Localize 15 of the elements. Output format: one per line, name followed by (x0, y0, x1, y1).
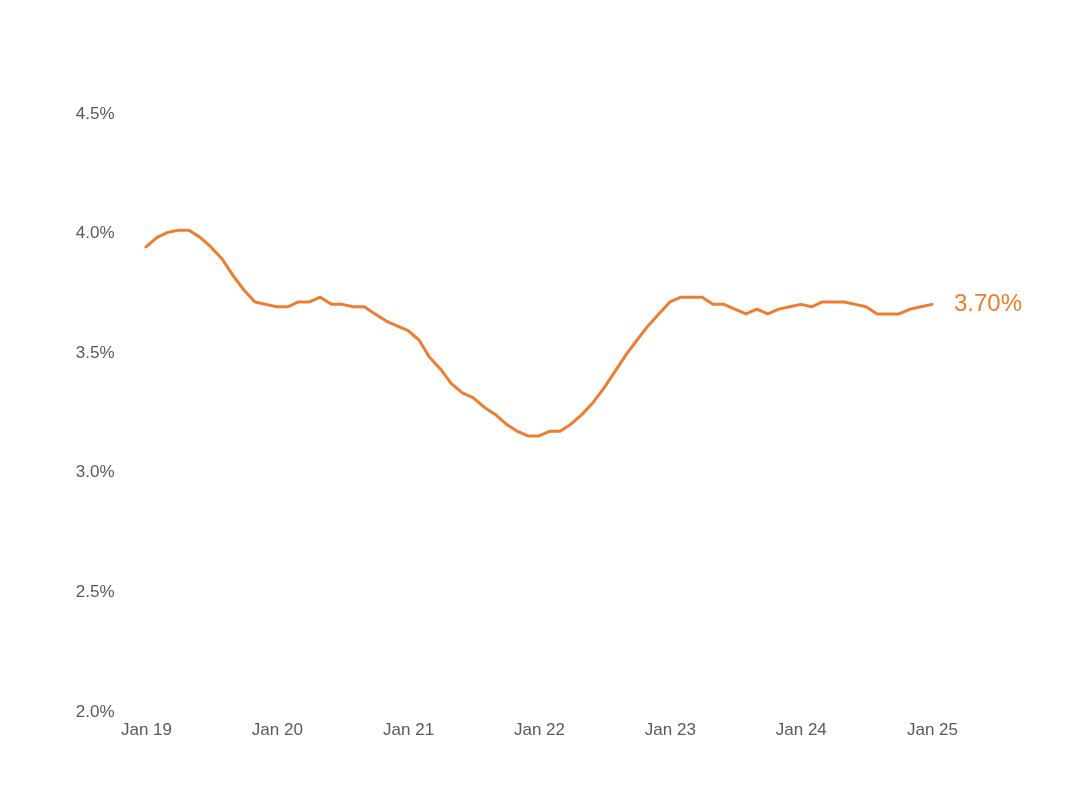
x-tick-label: Jan 19 (120, 719, 173, 739)
x-tick-label: Jan 20 (251, 719, 303, 739)
line-series (144, 228, 934, 438)
y-tick-label: 3.5% (75, 342, 115, 362)
x-tick-label: Jan 23 (644, 719, 696, 739)
x-tick-label: Jan 24 (775, 719, 827, 739)
y-tick-label: 4.0% (75, 223, 115, 243)
annotation: 3.70% (954, 289, 1023, 317)
x-tick-label: Jan 25 (906, 719, 959, 739)
y-tick-label: 2.5% (75, 581, 115, 601)
y-tick-label: 2.0% (75, 701, 115, 721)
y-tick-label: 4.5% (75, 103, 115, 123)
y-tick-label: 3.0% (75, 462, 115, 482)
x-tick-label: Jan 21 (383, 719, 435, 739)
x-tick-label: Jan 22 (513, 719, 566, 739)
